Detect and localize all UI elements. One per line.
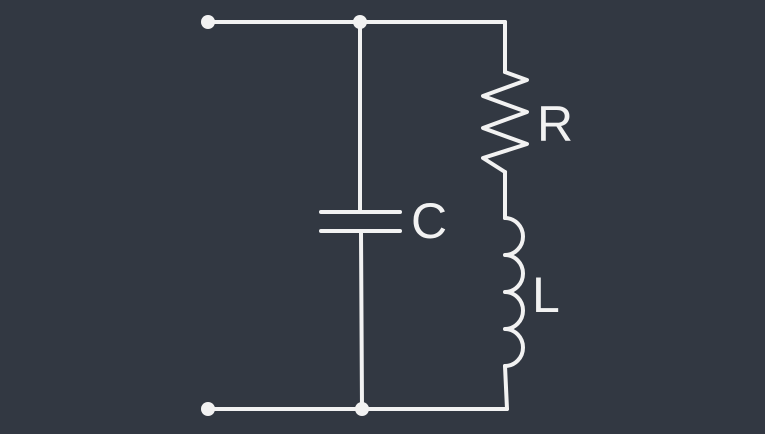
capacitor-icon <box>319 210 402 233</box>
capacitor-label: C <box>411 193 447 249</box>
junction-top <box>353 15 367 29</box>
resistor-label: R <box>537 96 573 152</box>
inductor-icon <box>503 216 525 368</box>
rl-branch-bottom-wire <box>503 364 509 411</box>
capacitor-branch-lower-wire <box>359 230 364 411</box>
input-terminal-bottom <box>201 402 215 416</box>
input-terminal-top <box>201 15 215 29</box>
resistor-icon <box>481 70 529 174</box>
junction-bottom <box>355 402 369 416</box>
inductor-label: L <box>532 267 560 323</box>
